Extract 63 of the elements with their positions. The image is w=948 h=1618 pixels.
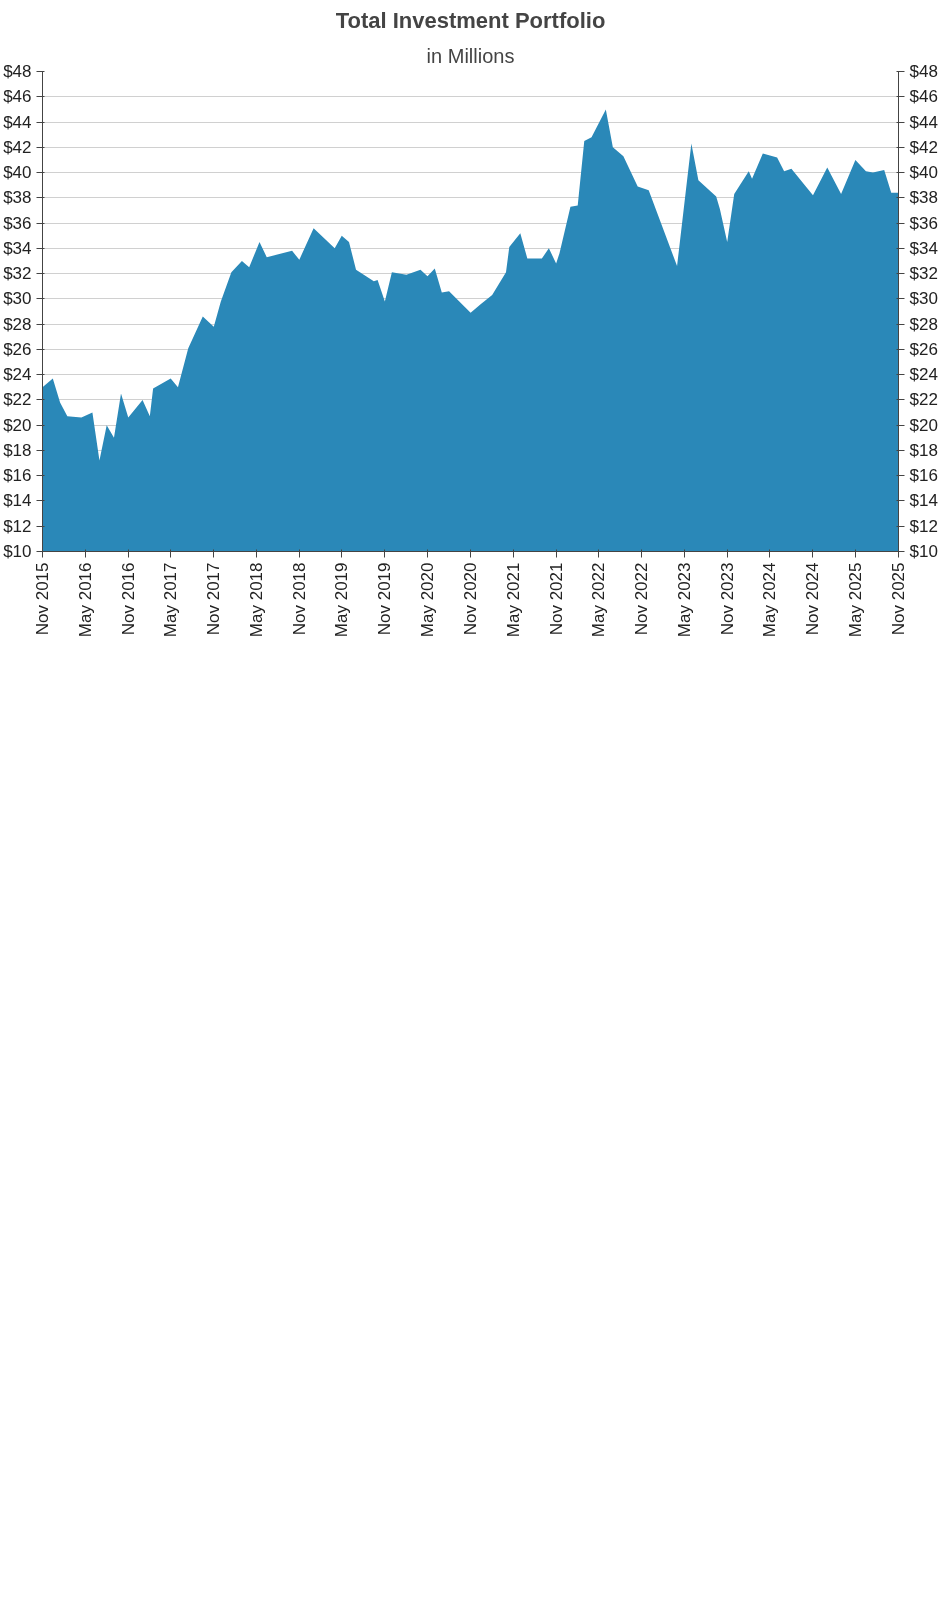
y-tick-label: $24 bbox=[3, 365, 32, 385]
x-tick-label: Nov 2022 bbox=[632, 562, 652, 636]
y-tick-label: $14 bbox=[3, 491, 32, 511]
x-tick-label: Nov 2021 bbox=[546, 562, 566, 636]
y2-tick-label: $20 bbox=[909, 415, 938, 435]
x-tick-label: Nov 2018 bbox=[289, 562, 309, 636]
x-tick-label: May 2022 bbox=[589, 562, 609, 638]
x-tick-label: May 2019 bbox=[332, 562, 352, 638]
y-tick-label: $12 bbox=[3, 516, 32, 536]
x-tick-label: Nov 2016 bbox=[118, 562, 138, 636]
x-tick-label: Nov 2023 bbox=[717, 562, 737, 636]
y2-tick-label: $46 bbox=[909, 87, 938, 107]
y-tick-label: $46 bbox=[3, 87, 32, 107]
x-tick-label: Nov 2024 bbox=[803, 562, 823, 636]
x-tick-label: May 2025 bbox=[845, 562, 865, 638]
y2-tick-label: $28 bbox=[909, 314, 938, 334]
y2-tick-label: $22 bbox=[909, 390, 938, 410]
y2-tick-label: $14 bbox=[909, 491, 938, 511]
y2-tick-label: $34 bbox=[909, 238, 938, 258]
y2-tick-label: $38 bbox=[909, 188, 938, 208]
y2-tick-label: $12 bbox=[909, 516, 938, 536]
x-tick-label: May 2023 bbox=[674, 562, 694, 638]
chart-title: Total Investment Portfolio bbox=[335, 7, 606, 33]
x-tick-label: Nov 2020 bbox=[461, 562, 481, 636]
x-tick-label: May 2016 bbox=[75, 562, 95, 638]
y-tick-label: $22 bbox=[3, 390, 32, 410]
x-tick-label: Nov 2015 bbox=[33, 562, 52, 636]
y2-tick-label: $42 bbox=[909, 137, 938, 157]
y2-tick-label: $40 bbox=[909, 163, 938, 183]
y-tick-label: $42 bbox=[3, 137, 32, 157]
x-tick-label: May 2017 bbox=[161, 562, 181, 638]
y-tick-label: $38 bbox=[3, 188, 32, 208]
y-tick-label: $36 bbox=[3, 213, 32, 233]
y2-tick-label: $36 bbox=[909, 213, 938, 233]
y2-tick-label: $18 bbox=[909, 440, 938, 460]
x-tick-label: Nov 2019 bbox=[375, 562, 395, 636]
y-tick-label: $34 bbox=[3, 238, 32, 258]
y-tick-label: $16 bbox=[3, 466, 32, 486]
y2-tick-label: $32 bbox=[909, 264, 938, 284]
x-tick-label: May 2020 bbox=[418, 562, 437, 638]
x-tick-label: May 2021 bbox=[503, 562, 523, 638]
y-tick-label: $18 bbox=[3, 440, 32, 460]
y2-tick-label: $44 bbox=[909, 112, 938, 132]
y-tick-label: $10 bbox=[3, 542, 32, 561]
y2-tick-label: $24 bbox=[909, 365, 938, 385]
y2-tick-label: $48 bbox=[909, 62, 938, 81]
y2-tick-label: $16 bbox=[909, 466, 938, 486]
y2-tick-label: $26 bbox=[909, 339, 938, 359]
x-tick-label: May 2018 bbox=[246, 562, 266, 638]
y-tick-label: $44 bbox=[3, 112, 32, 132]
x-tick-label: May 2024 bbox=[760, 562, 780, 638]
y-tick-label: $32 bbox=[3, 264, 32, 284]
y-tick-label: $20 bbox=[3, 415, 32, 435]
y-tick-label: $40 bbox=[3, 163, 32, 183]
chart-subtitle: in Millions bbox=[426, 44, 515, 67]
y-tick-label: $30 bbox=[3, 289, 32, 309]
y-tick-label: $26 bbox=[3, 339, 32, 359]
y-tick-label: $28 bbox=[3, 314, 32, 334]
y2-tick-label: $10 bbox=[909, 542, 938, 561]
x-tick-label: Nov 2025 bbox=[889, 562, 908, 636]
y2-tick-label: $30 bbox=[909, 289, 938, 309]
x-tick-label: Nov 2017 bbox=[204, 562, 224, 636]
y-tick-label: $48 bbox=[3, 62, 32, 81]
